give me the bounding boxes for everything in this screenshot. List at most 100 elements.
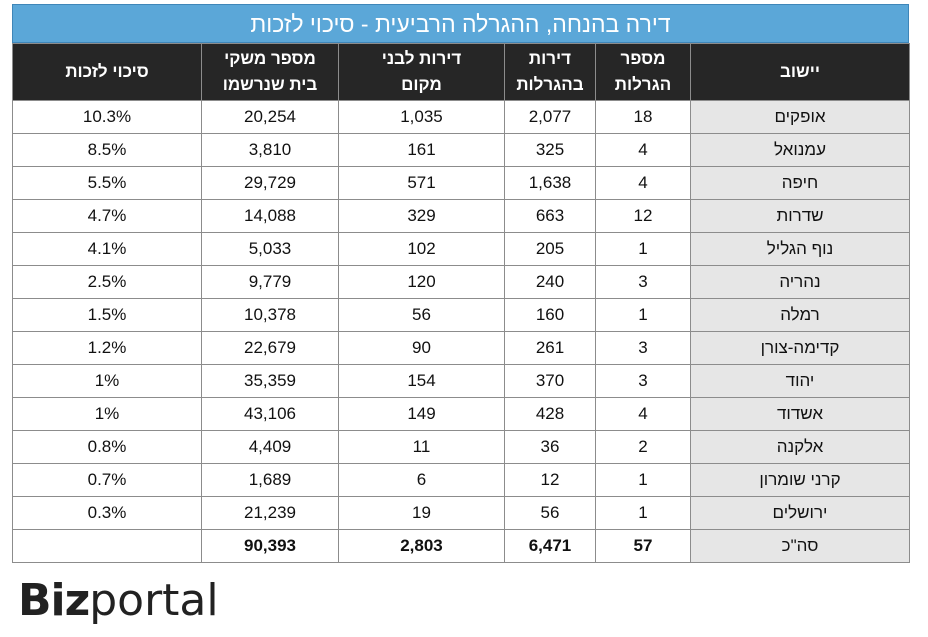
- cell-chance: 0.8%: [12, 430, 202, 464]
- cell-lotteries-count: 4: [595, 133, 691, 167]
- cell-lottery-apartments: 6,471: [504, 529, 596, 563]
- cell-lotteries-count: 1: [595, 496, 691, 530]
- cell-lotteries-count: 4: [595, 166, 691, 200]
- cell-lottery-apartments: 325: [504, 133, 596, 167]
- header-lottery-apts-line2: בהגרלות: [516, 75, 584, 94]
- cell-lotteries-count: 4: [595, 397, 691, 431]
- cell-city: נהריה: [690, 265, 910, 299]
- cell-chance: 4.1%: [12, 232, 202, 266]
- cell-lottery-apartments: 12: [504, 463, 596, 497]
- cell-households: 4,409: [201, 430, 339, 464]
- cell-city: אלקנה: [690, 430, 910, 464]
- cell-city: רמלה: [690, 298, 910, 332]
- table-row: 0.7% 1,689 6 12 1 קרני שומרון: [12, 463, 910, 497]
- cell-city: נוף הגליל: [690, 232, 910, 266]
- cell-chance: 4.7%: [12, 199, 202, 233]
- cell-lotteries-count: 2: [595, 430, 691, 464]
- table-row: 10.3% 20,254 1,035 2,077 18 אופקים: [12, 100, 910, 134]
- cell-chance: 0.3%: [12, 496, 202, 530]
- cell-chance: 0.7%: [12, 463, 202, 497]
- cell-city: אשדוד: [690, 397, 910, 431]
- header-lotteries-line1: מספר: [620, 49, 666, 68]
- cell-city: יהוד: [690, 364, 910, 398]
- cell-households: 90,393: [201, 529, 339, 563]
- cell-lottery-apartments: 261: [504, 331, 596, 365]
- bizportal-logo: Bizportal: [18, 576, 219, 626]
- table-row: 1.5% 10,378 56 160 1 רמלה: [12, 298, 910, 332]
- table-title: דירה בהנחה, ההגרלה הרביעית - סיכוי לזכות: [12, 4, 909, 43]
- cell-households: 14,088: [201, 199, 339, 233]
- cell-local-apartments: 6: [338, 463, 505, 497]
- cell-local-apartments: 329: [338, 199, 505, 233]
- table-row: 8.5% 3,810 161 325 4 עמנואל: [12, 133, 910, 167]
- cell-chance: 1%: [12, 397, 202, 431]
- cell-lottery-apartments: 56: [504, 496, 596, 530]
- header-local-line2: מקום: [401, 75, 442, 94]
- cell-households: 10,378: [201, 298, 339, 332]
- cell-chance: 1.2%: [12, 331, 202, 365]
- cell-local-apartments: 19: [338, 496, 505, 530]
- header-lotteries-count: מספר הגרלות: [595, 43, 691, 101]
- cell-local-apartments: 1,035: [338, 100, 505, 134]
- cell-local-apartments: 11: [338, 430, 505, 464]
- cell-lotteries-count: 1: [595, 463, 691, 497]
- cell-households: 35,359: [201, 364, 339, 398]
- table-row: 2.5% 9,779 120 240 3 נהריה: [12, 265, 910, 299]
- table-row: 1.2% 22,679 90 261 3 קדימה-צורן: [12, 331, 910, 365]
- header-city: יישוב: [690, 43, 910, 101]
- cell-chance: [12, 529, 202, 563]
- cell-local-apartments: 120: [338, 265, 505, 299]
- cell-households: 9,779: [201, 265, 339, 299]
- cell-chance: 1.5%: [12, 298, 202, 332]
- cell-lotteries-count: 57: [595, 529, 691, 563]
- total-row: 90,393 2,803 6,471 57 סה"כ: [12, 529, 910, 563]
- cell-city: עמנואל: [690, 133, 910, 167]
- cell-chance: 2.5%: [12, 265, 202, 299]
- cell-local-apartments: 102: [338, 232, 505, 266]
- cell-households: 20,254: [201, 100, 339, 134]
- table-row: 1% 43,106 149 428 4 אשדוד: [12, 397, 910, 431]
- cell-lottery-apartments: 240: [504, 265, 596, 299]
- cell-local-apartments: 161: [338, 133, 505, 167]
- cell-local-apartments: 571: [338, 166, 505, 200]
- cell-lottery-apartments: 1,638: [504, 166, 596, 200]
- cell-households: 21,239: [201, 496, 339, 530]
- cell-households: 3,810: [201, 133, 339, 167]
- cell-city: שדרות: [690, 199, 910, 233]
- cell-chance: 10.3%: [12, 100, 202, 134]
- cell-city: חיפה: [690, 166, 910, 200]
- table-row: 5.5% 29,729 571 1,638 4 חיפה: [12, 166, 910, 200]
- cell-lotteries-count: 1: [595, 298, 691, 332]
- logo-biz: Biz: [18, 575, 90, 626]
- cell-chance: 5.5%: [12, 166, 202, 200]
- cell-city: ירושלים: [690, 496, 910, 530]
- header-households: מספר משקי בית שנרשמו: [201, 43, 339, 101]
- cell-local-apartments: 154: [338, 364, 505, 398]
- cell-households: 5,033: [201, 232, 339, 266]
- cell-city: סה"כ: [690, 529, 910, 563]
- cell-lotteries-count: 18: [595, 100, 691, 134]
- cell-lottery-apartments: 2,077: [504, 100, 596, 134]
- cell-lotteries-count: 1: [595, 232, 691, 266]
- cell-lottery-apartments: 370: [504, 364, 596, 398]
- cell-lotteries-count: 12: [595, 199, 691, 233]
- cell-chance: 1%: [12, 364, 202, 398]
- cell-lotteries-count: 3: [595, 364, 691, 398]
- table-row: 1% 35,359 154 370 3 יהוד: [12, 364, 910, 398]
- lottery-table: סיכוי לזכות מספר משקי בית שנרשמו דירות ל…: [12, 43, 910, 563]
- cell-lottery-apartments: 205: [504, 232, 596, 266]
- cell-lottery-apartments: 36: [504, 430, 596, 464]
- cell-households: 22,679: [201, 331, 339, 365]
- cell-households: 29,729: [201, 166, 339, 200]
- header-lotteries-line2: הגרלות: [614, 75, 672, 94]
- cell-city: אופקים: [690, 100, 910, 134]
- cell-local-apartments: 2,803: [338, 529, 505, 563]
- cell-city: קרני שומרון: [690, 463, 910, 497]
- cell-lotteries-count: 3: [595, 331, 691, 365]
- cell-chance: 8.5%: [12, 133, 202, 167]
- cell-households: 1,689: [201, 463, 339, 497]
- header-row: סיכוי לזכות מספר משקי בית שנרשמו דירות ל…: [12, 43, 910, 101]
- cell-households: 43,106: [201, 397, 339, 431]
- header-lottery-apartments: דירות בהגרלות: [504, 43, 596, 101]
- cell-local-apartments: 149: [338, 397, 505, 431]
